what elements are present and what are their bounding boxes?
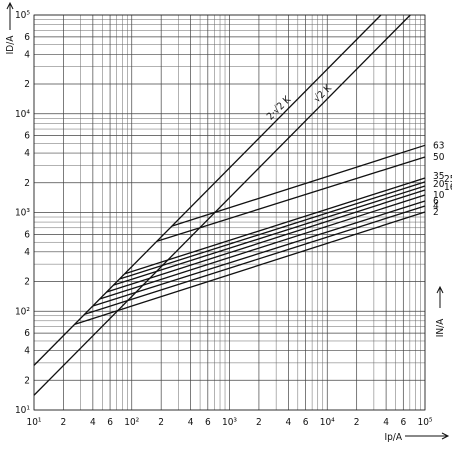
series-label: 16 [444, 182, 452, 193]
series-label: 6 [433, 196, 439, 207]
series-line [74, 211, 426, 326]
series-line [156, 156, 426, 242]
y-tick-label: 2 [24, 178, 30, 189]
series-label: 50 [433, 152, 445, 163]
x-tick-label: 6 [205, 417, 211, 428]
y-tick-label: 4 [24, 247, 30, 258]
series-line [92, 200, 426, 307]
x-tick-label: 4 [188, 417, 194, 428]
x-tick-label: 4 [285, 417, 291, 428]
series-line [106, 189, 426, 293]
x-tick-label: 4 [383, 417, 389, 428]
x-tick-label: 10⁴ [320, 417, 335, 428]
x-tick-label: 6 [303, 417, 309, 428]
series-line [84, 205, 426, 315]
y-axis-arrowhead [6, 1, 14, 10]
x-axis-label: Ip/A [384, 432, 402, 443]
series-label: 20 [433, 179, 445, 190]
x-tick-label: 6 [107, 417, 113, 428]
x-axis-arrowhead [441, 432, 450, 440]
x-tick-label: 2 [354, 417, 360, 428]
x-tick-label: 10⁵ [417, 417, 432, 428]
y-tick-label: 6 [24, 328, 30, 339]
series-line [113, 185, 426, 286]
y-tick-label: 10⁵ [15, 10, 30, 21]
x-tick-label: 6 [400, 417, 406, 428]
y-tick-label: 6 [24, 32, 30, 43]
x-tick-label: 2 [61, 417, 67, 428]
y-tick-label: 4 [24, 346, 30, 357]
series-label: 2 [433, 207, 439, 218]
y-tick-label: 2 [24, 79, 30, 90]
series-line [119, 181, 426, 280]
y-tick-label: 10¹ [15, 405, 30, 416]
y-tick-label: 10⁴ [15, 109, 30, 120]
x-tick-label: 2 [158, 417, 164, 428]
series-label: 10 [433, 190, 445, 201]
series-line [99, 194, 426, 300]
series-label: 25 [444, 174, 452, 185]
y-tick-label: 4 [24, 49, 30, 60]
x-tick-label: 10² [124, 417, 139, 428]
y-tick-label: 2 [24, 375, 30, 386]
x-tick-label: 10¹ [26, 417, 41, 428]
x-tick-label: 10³ [222, 417, 237, 428]
series-label: 35 [433, 171, 444, 182]
series-line [171, 144, 426, 227]
series-line [33, 14, 411, 396]
y-tick-label: 6 [24, 131, 30, 142]
x-tick-label: 2 [256, 417, 262, 428]
series-label-arrowhead [436, 285, 444, 294]
series-line [33, 14, 382, 366]
series-label: 63 [433, 140, 444, 151]
series-line [124, 177, 426, 275]
series-label-title: IN/A [435, 318, 446, 337]
y-tick-label: 2 [24, 277, 30, 288]
y-tick-label: 10² [15, 306, 30, 317]
series-label: 4 [433, 201, 439, 212]
y-axis-label: ID/A [5, 35, 16, 55]
y-tick-label: 10³ [15, 208, 30, 219]
y-tick-label: 4 [24, 148, 30, 159]
x-tick-label: 4 [90, 417, 96, 428]
y-tick-label: 6 [24, 229, 30, 240]
